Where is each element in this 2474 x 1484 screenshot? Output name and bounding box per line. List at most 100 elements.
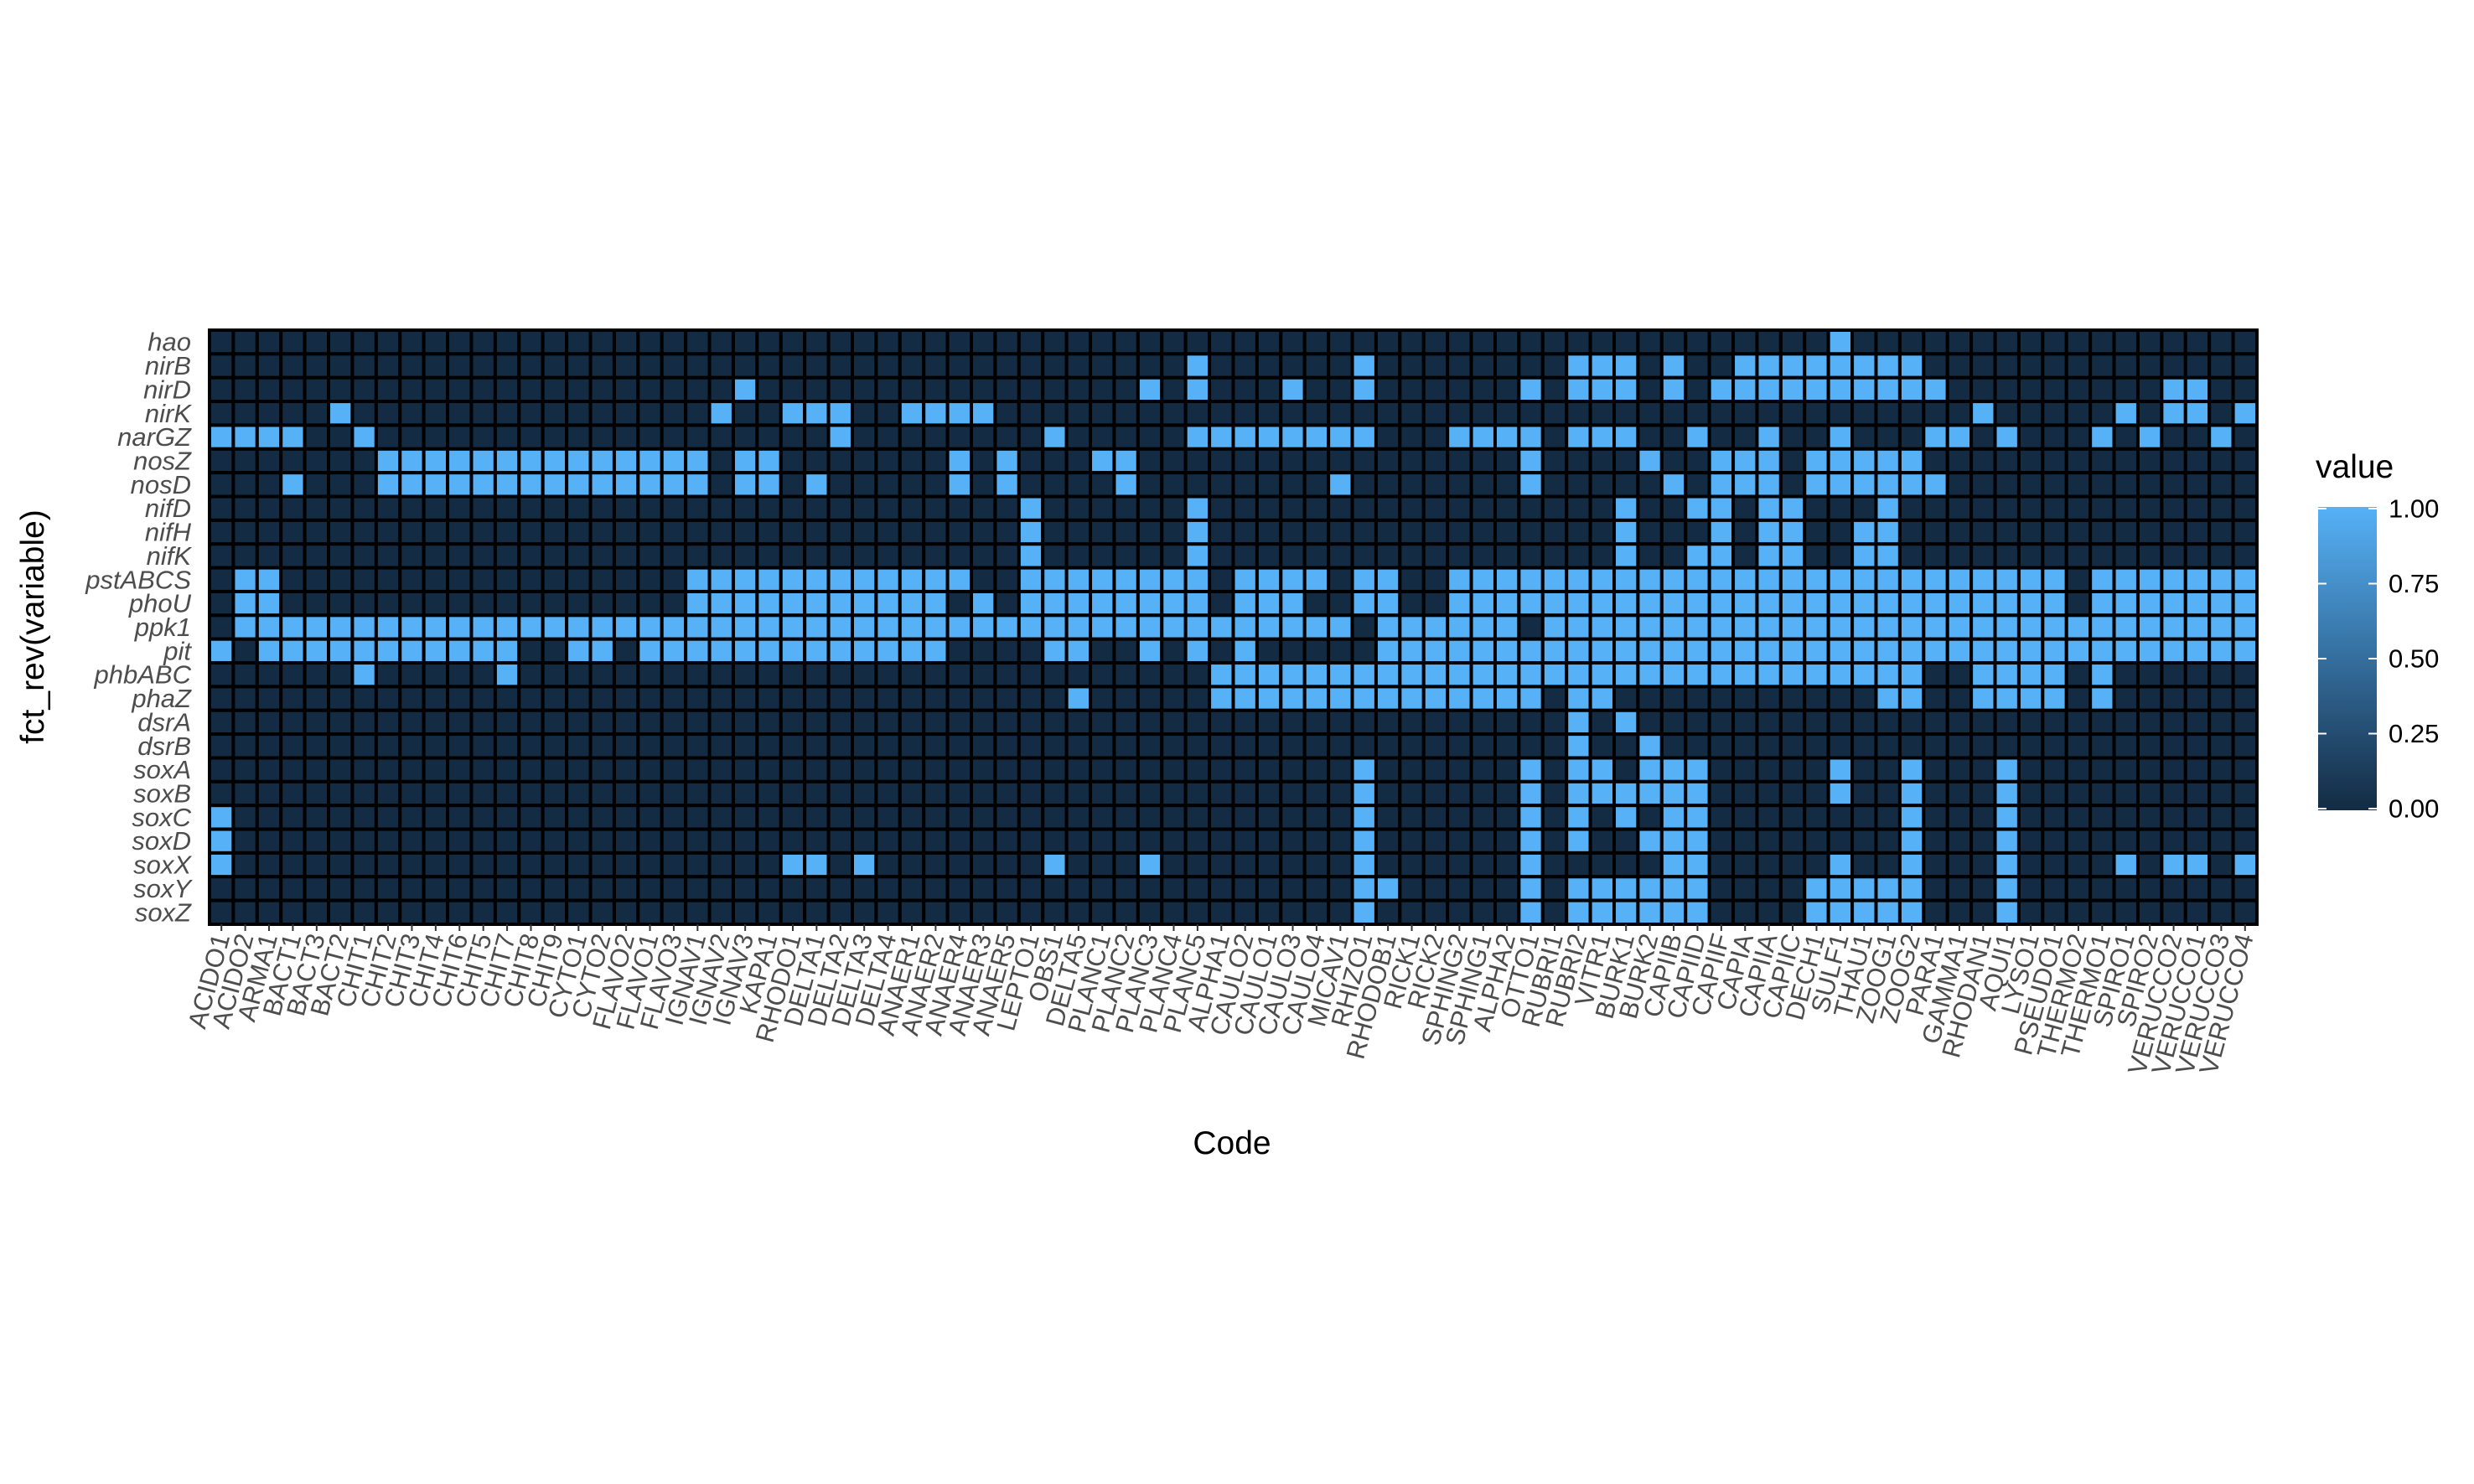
heatmap-cell bbox=[588, 661, 616, 689]
heatmap-cell bbox=[1517, 661, 1545, 689]
heatmap-cell bbox=[707, 471, 735, 499]
heatmap-cell bbox=[1327, 328, 1354, 356]
heatmap-cell bbox=[303, 328, 331, 356]
heatmap-cell bbox=[1517, 732, 1545, 760]
heatmap-cell bbox=[1302, 566, 1331, 593]
legend-tick-label: 1.00 bbox=[2389, 494, 2439, 524]
heatmap-cell bbox=[279, 875, 307, 902]
heatmap-cell bbox=[1565, 518, 1592, 546]
heatmap-cell bbox=[1421, 779, 1450, 808]
heatmap-cell bbox=[1731, 708, 1759, 737]
heatmap-cell bbox=[898, 827, 926, 855]
heatmap-cell bbox=[684, 566, 712, 593]
heatmap-cell bbox=[1089, 685, 1116, 712]
heatmap-cell bbox=[2207, 875, 2235, 902]
heatmap-cell bbox=[279, 827, 307, 855]
heatmap-cell bbox=[2041, 566, 2068, 593]
heatmap-cell bbox=[779, 851, 807, 879]
heatmap-cell bbox=[2135, 423, 2164, 451]
heatmap-cell bbox=[1922, 423, 1949, 451]
heatmap-cell bbox=[2016, 756, 2045, 783]
heatmap-cell bbox=[398, 352, 426, 380]
heatmap-cell bbox=[303, 827, 331, 855]
heatmap-cell bbox=[636, 589, 664, 618]
heatmap-cell bbox=[208, 447, 235, 475]
heatmap-cell bbox=[1897, 875, 1926, 902]
heatmap-cell bbox=[779, 804, 807, 831]
heatmap-cell bbox=[588, 804, 616, 831]
heatmap-cell bbox=[1231, 851, 1259, 879]
heatmap-cell bbox=[374, 804, 402, 831]
heatmap-cell bbox=[1208, 542, 1235, 570]
heatmap-cell bbox=[660, 471, 688, 499]
heatmap-cell bbox=[1684, 542, 1711, 570]
heatmap-cell bbox=[612, 779, 640, 808]
heatmap-cell bbox=[398, 328, 426, 356]
heatmap-cell bbox=[1612, 352, 1640, 380]
heatmap-cell bbox=[1850, 447, 1878, 475]
heatmap-cell bbox=[898, 804, 926, 831]
y-tick-label: dsrB bbox=[137, 732, 191, 761]
heatmap-cell bbox=[1803, 423, 1830, 451]
heatmap-cell bbox=[588, 542, 616, 570]
heatmap-cell bbox=[1041, 447, 1069, 475]
heatmap-cell bbox=[779, 518, 807, 546]
heatmap-cell bbox=[779, 542, 807, 570]
heatmap-cell bbox=[945, 685, 974, 712]
heatmap-cell bbox=[1136, 756, 1164, 783]
heatmap-cell bbox=[1922, 328, 1949, 356]
heatmap-cell bbox=[922, 637, 950, 665]
heatmap-cell bbox=[1803, 471, 1830, 499]
heatmap-cell bbox=[993, 352, 1021, 380]
heatmap-cell bbox=[731, 732, 759, 760]
heatmap-cell bbox=[731, 542, 759, 570]
legend-tick-label: 0.25 bbox=[2389, 719, 2439, 748]
heatmap-cell bbox=[1922, 375, 1949, 404]
heatmap-cell bbox=[826, 352, 854, 380]
heatmap-cell bbox=[1017, 779, 1045, 808]
heatmap-cell bbox=[208, 494, 235, 522]
heatmap-cell bbox=[1493, 542, 1521, 570]
heatmap-cell bbox=[1302, 352, 1331, 380]
heatmap-cell bbox=[517, 328, 545, 356]
heatmap-cell bbox=[208, 851, 235, 879]
heatmap-cell bbox=[1803, 827, 1830, 855]
heatmap-cell bbox=[1874, 685, 1902, 712]
heatmap-cell bbox=[922, 685, 950, 712]
heatmap-cell bbox=[1041, 685, 1069, 712]
heatmap-cell bbox=[1731, 352, 1759, 380]
heatmap-cell bbox=[826, 779, 854, 808]
heatmap-cell bbox=[1017, 685, 1045, 712]
heatmap-cell bbox=[398, 613, 426, 641]
heatmap-cell bbox=[1064, 542, 1093, 570]
heatmap-cell bbox=[1565, 708, 1592, 737]
heatmap-cell bbox=[1302, 732, 1331, 760]
heatmap-cell bbox=[1612, 494, 1640, 522]
heatmap-cell bbox=[1874, 328, 1902, 356]
heatmap-cell bbox=[945, 542, 974, 570]
heatmap-cell bbox=[826, 494, 854, 522]
heatmap-cell bbox=[2112, 352, 2140, 380]
heatmap-cell bbox=[1208, 898, 1235, 927]
heatmap-cell bbox=[1636, 851, 1664, 879]
heatmap-cell bbox=[2231, 685, 2259, 712]
heatmap-cell bbox=[1469, 779, 1497, 808]
heatmap-cell bbox=[1421, 400, 1450, 427]
heatmap-cell bbox=[2135, 471, 2164, 499]
heatmap-cell bbox=[1945, 328, 1974, 356]
heatmap-cell bbox=[255, 637, 283, 665]
heatmap-cell bbox=[826, 685, 854, 712]
heatmap-cell bbox=[422, 613, 450, 641]
heatmap-cell bbox=[1327, 708, 1354, 737]
heatmap-cell bbox=[1446, 637, 1473, 665]
heatmap-cell bbox=[993, 589, 1021, 618]
heatmap-cell bbox=[636, 352, 664, 380]
heatmap-cell bbox=[922, 661, 950, 689]
heatmap-cell bbox=[2231, 827, 2259, 855]
heatmap-cell bbox=[1398, 685, 1426, 712]
heatmap-cell bbox=[303, 518, 331, 546]
heatmap-cell bbox=[1327, 352, 1354, 380]
heatmap-cell bbox=[803, 708, 831, 737]
heatmap-cell bbox=[1684, 637, 1711, 665]
heatmap-cell bbox=[612, 613, 640, 641]
